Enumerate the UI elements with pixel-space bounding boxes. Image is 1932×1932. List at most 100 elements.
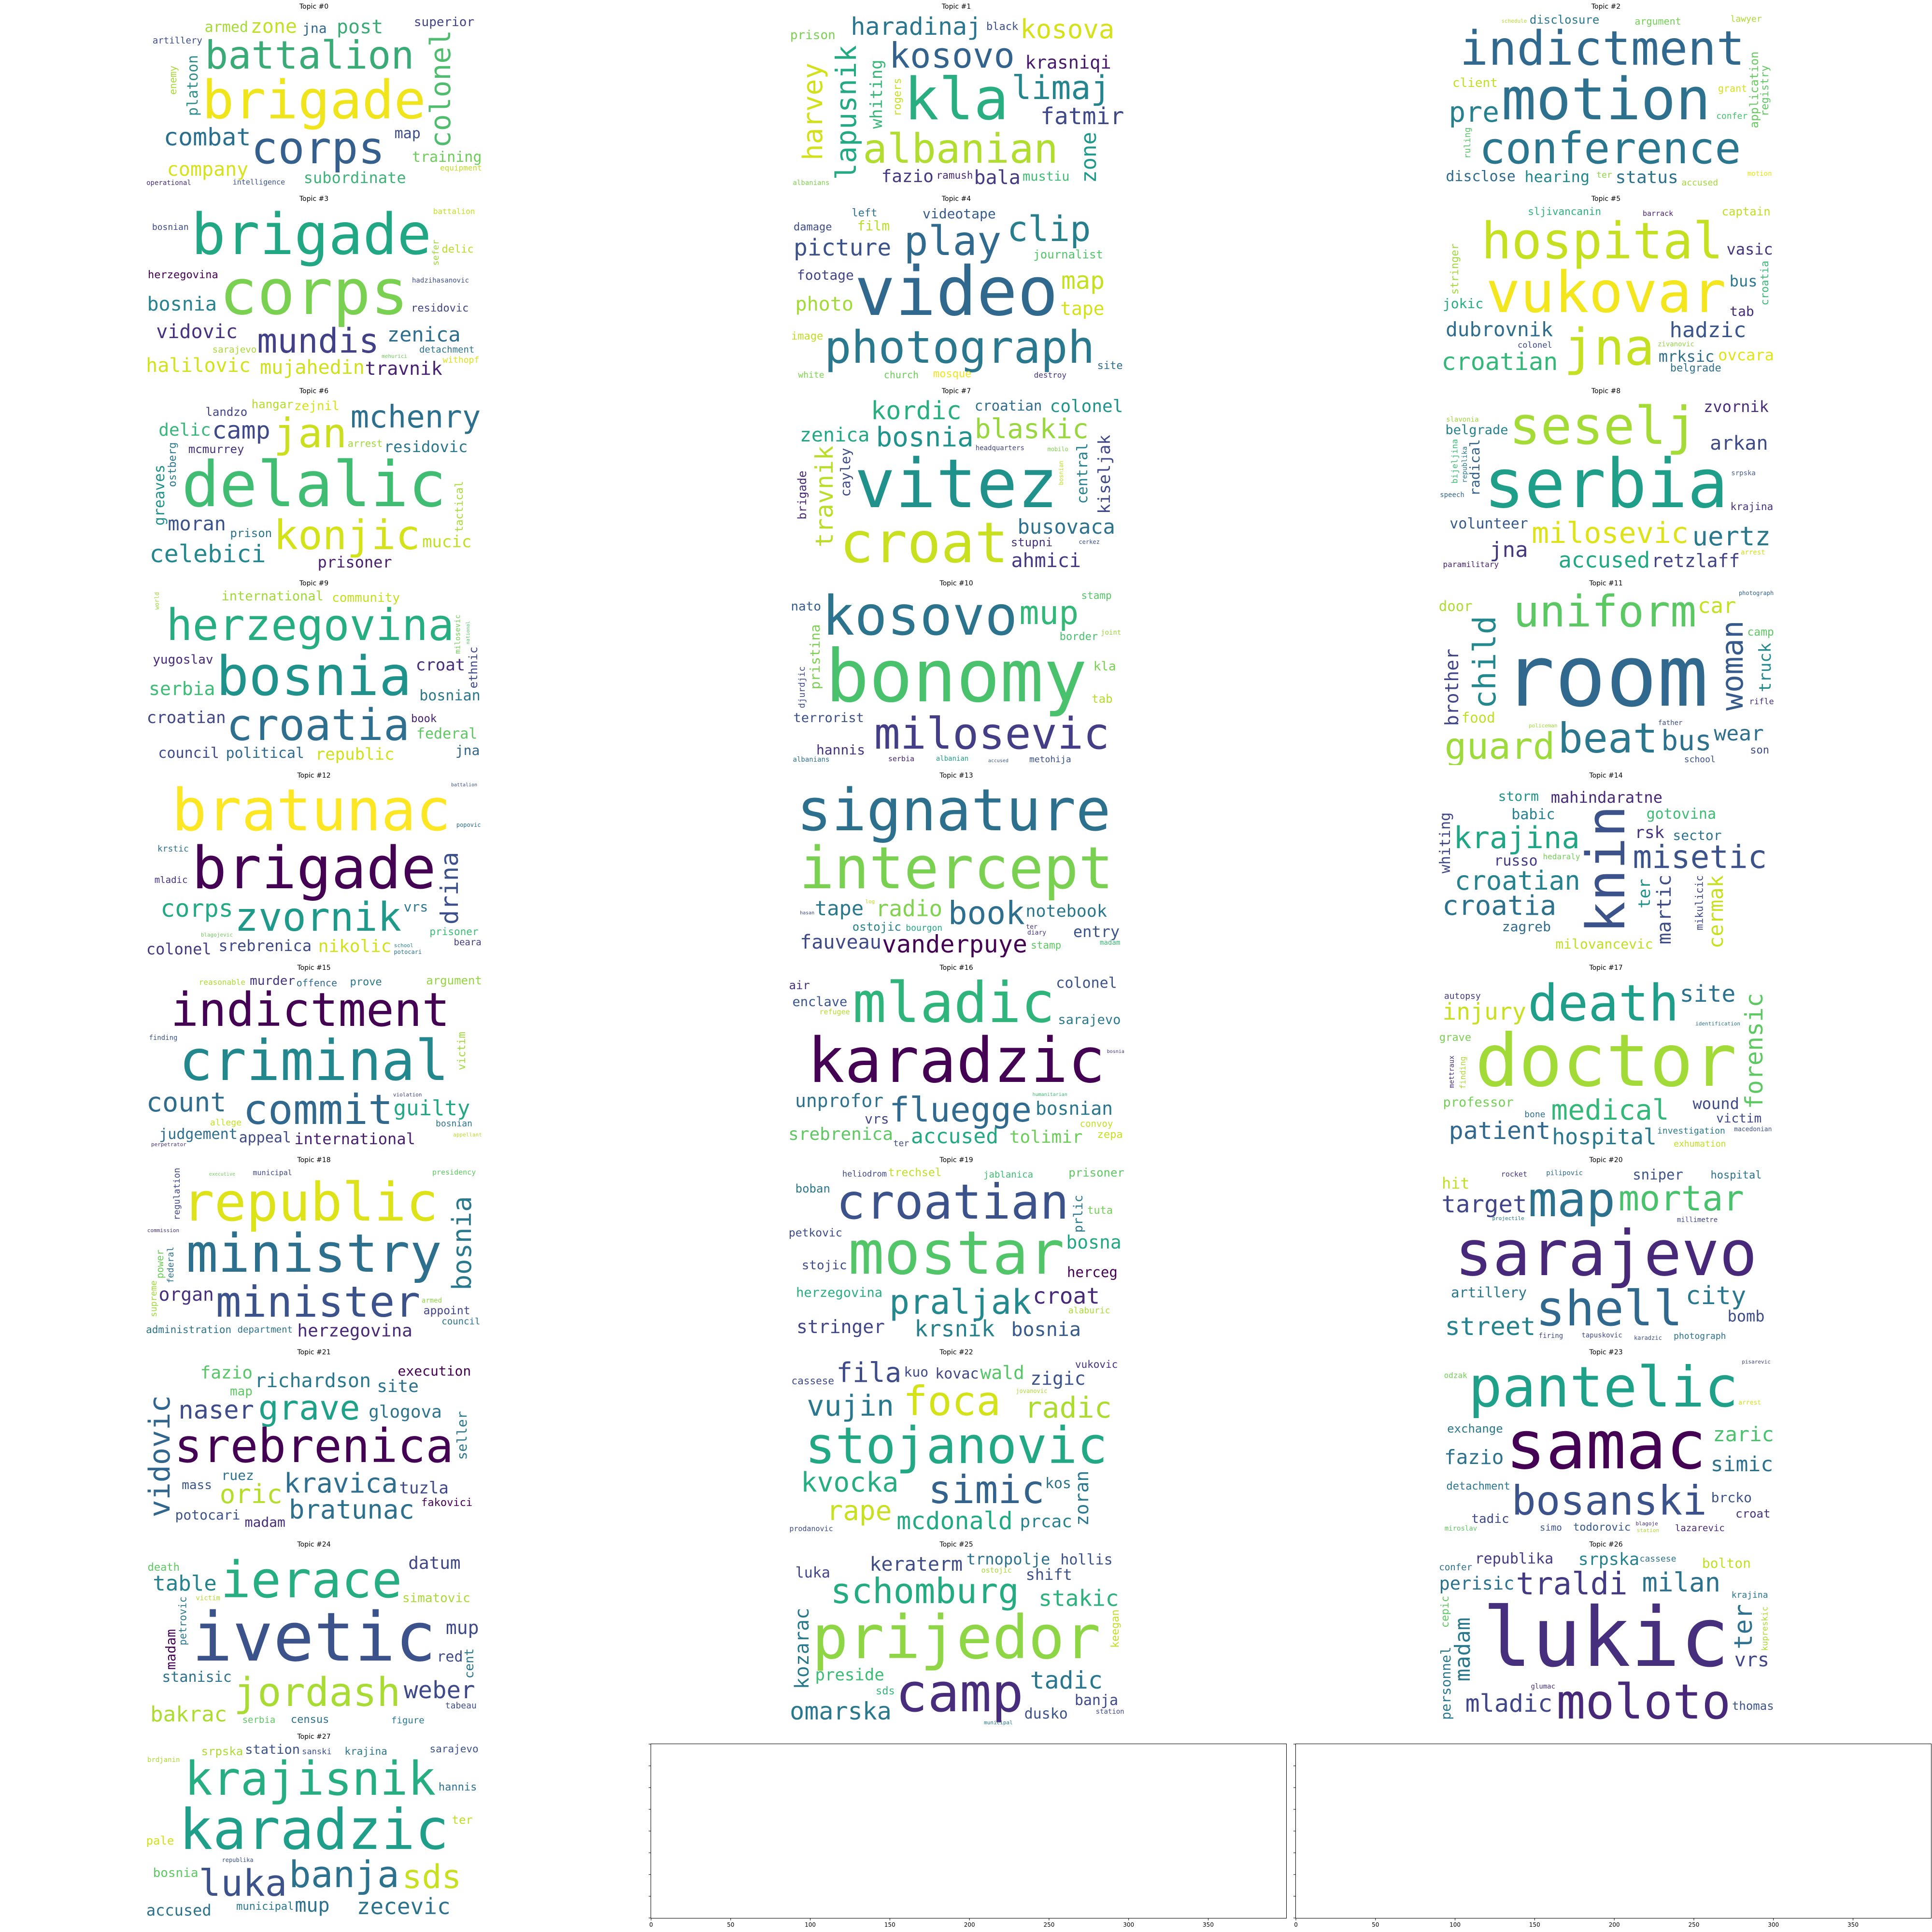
cloud-word: volunteer [1449,515,1528,532]
cloud-word: djurdjic [797,666,808,709]
cloud-word: fauveau [800,931,881,953]
cloud-word: registry [1759,65,1771,116]
cloud-word: convoy [1080,1118,1113,1129]
cloud-word: srebrenica [174,1419,454,1473]
wordcloud: brigade bratunac zvornik nikolic srebrenica c… [145,781,483,957]
cloud-word: ter [1596,170,1612,181]
cloud-word: ter [452,1813,473,1827]
topic-title: Topic #0 [299,3,329,11]
cloud-word: delic [158,420,211,440]
topic-title: Topic #22 [939,1349,973,1356]
cloud-word: republika [1461,446,1469,483]
cloud-word: hasan [800,910,815,916]
cloud-word: mustiu [1022,169,1070,184]
cloud-word: vukovic [1075,1359,1118,1371]
cloud-word: wound [1692,1094,1739,1113]
cloud-word: church [883,369,919,381]
cloud-word: bosnian [436,1119,472,1129]
cloud-word: krajina [344,1745,387,1757]
cloud-word: mcmurrey [188,442,244,456]
cloud-word: simic [928,1467,1045,1512]
cloud-word: harvey [797,62,829,161]
cloud-word: brigade [796,470,810,520]
cloud-word: personnel [1437,1647,1454,1720]
cloud-word: map [1528,1171,1616,1228]
cloud-word: brigade [202,69,426,131]
cloud-word: ruling [1462,127,1473,159]
cloud-word: mladic [1465,1690,1553,1718]
cloud-word: diary [1027,929,1047,937]
x-tick-label: 350 [1203,1921,1214,1928]
cloud-word: tabeau [445,1701,477,1711]
cloud-word: video [854,253,1058,332]
cloud-word: rocket [1501,1170,1527,1179]
cloud-word: bosanski [1511,1477,1707,1525]
cloud-word: execution [398,1363,471,1379]
cloud-word: prisoner [429,925,479,938]
cloud-word: play [904,217,1002,265]
cloud-word: lukic [1482,1590,1730,1686]
cloud-word: banja [1074,1691,1119,1709]
cloud-word: injury [1442,998,1526,1026]
cloud-word: bosnia [153,1865,199,1880]
cloud-word: todorovic [1573,1521,1631,1534]
cloud-word: blagojevic [200,931,233,938]
cloud-word: republika [1475,1550,1554,1567]
cloud-word: sanski [302,1747,332,1757]
cloud-word: map [394,125,421,142]
wordcloud: motion indictment conference pre status heari… [1437,13,1775,188]
cloud-word: zenica [387,323,461,347]
wordcloud: sarajevo shell map mortar target street city ar… [1437,1166,1775,1342]
x-tick-label: 150 [884,1921,895,1928]
wordcloud: prijedor camp schomburg omarska keraterm tadi… [787,1550,1125,1726]
cloud-word: whiting [867,59,886,129]
cloud-word: tape [814,896,864,920]
cloud-word: allege [210,1118,242,1128]
cloud-word: power [154,1250,166,1279]
topic-title: Topic #8 [1591,387,1621,395]
cloud-word: bosnia [1107,1049,1124,1054]
x-tick-label: 0 [1294,1921,1298,1928]
cloud-word: jablanica [983,1169,1034,1180]
cloud-word: conference [1479,123,1741,174]
wordcloud: criminal indictment commit count guilty inter… [145,974,483,1150]
cloud-word: ruez [221,1467,254,1484]
cloud-word: tapuskovic [1581,1332,1622,1340]
cloud-word: halilovic [146,354,251,377]
cloud-word: mettraux [1448,1055,1456,1088]
cloud-word: fila [836,1358,902,1389]
cloud-word: serbia [149,678,215,699]
cloud-word: bosnian [1057,460,1065,485]
cloud-word: ramush [936,169,973,181]
cloud-word: picture [793,234,892,262]
cloud-word: simo [1540,1522,1562,1534]
cloud-word: stakic [1038,1585,1119,1612]
cloud-word: accused [146,1901,212,1918]
x-tick-label: 150 [1529,1921,1540,1928]
cloud-word: camp [212,416,270,444]
cloud-word: slavonia [1446,416,1479,424]
cloud-word: residovic [411,302,469,315]
cloud-word: tuta [1087,1204,1113,1217]
cloud-word: accused [1681,177,1719,188]
cloud-word: bosnian [152,222,189,233]
cloud-word: herceg [1067,1264,1118,1281]
cloud-word: colonel [1050,397,1123,417]
wordcloud: srebrenica grave vidovic kravica bratunac ori… [145,1358,483,1534]
cloud-word: popovic [456,821,481,828]
cloud-word: community [332,591,400,606]
cloud-word: krasniqi [1025,52,1111,73]
cloud-word: map [1061,267,1105,295]
cloud-word: vrs [403,898,428,915]
cloud-word: greaves [151,464,169,526]
cloud-word: forensic [1740,993,1769,1109]
wordcloud-topic-26: Topic #26 lukic moloto traldi milan ter mladic… [1437,1541,1775,1726]
cloud-word: prove [350,976,382,989]
cloud-word: operational [146,179,191,187]
wordcloud: video photograph play clip picture map photo ta… [787,205,1125,381]
cloud-word: schedule [1501,18,1527,25]
cloud-word: vujin [807,1389,894,1423]
cloud-word: croat [1033,1283,1100,1309]
cloud-word: federal [416,725,478,743]
wordcloud-topic-22: Topic #22 stojanovic foca simic mcdonald vuji… [787,1349,1125,1534]
